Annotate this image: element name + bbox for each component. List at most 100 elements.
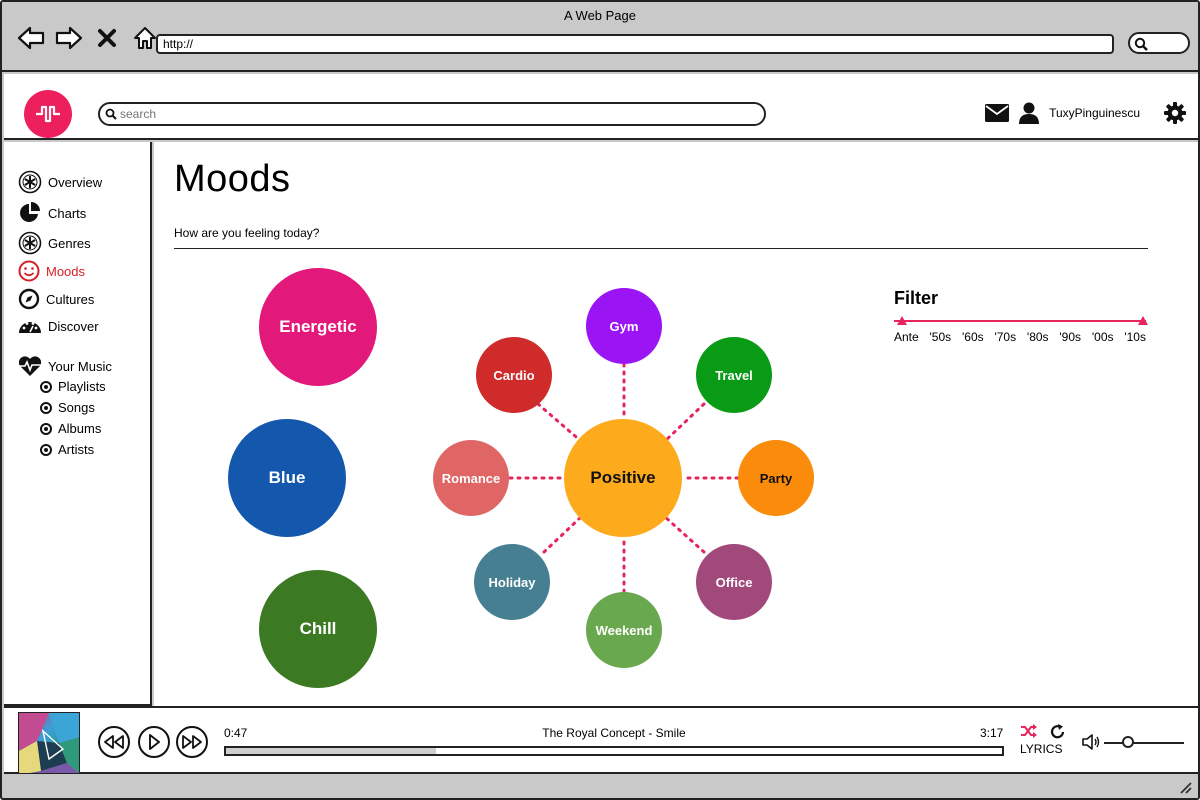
- resize-grip-icon[interactable]: [1178, 780, 1192, 794]
- back-arrow-icon[interactable]: [16, 24, 46, 52]
- decade-label: '50s: [929, 330, 952, 344]
- decade-label: '60s: [961, 330, 984, 344]
- bullet-icon: [40, 401, 52, 414]
- browser-nav: [16, 24, 160, 52]
- sidebar-subitem-songs[interactable]: Songs: [40, 400, 95, 415]
- volume-slider[interactable]: [1104, 742, 1184, 744]
- sidebar-item-overview[interactable]: Overview: [18, 170, 102, 194]
- rewind-button[interactable]: [98, 726, 130, 758]
- user-icon[interactable]: [1019, 102, 1040, 124]
- mood-label: Travel: [715, 367, 753, 383]
- search-icon: [105, 108, 117, 120]
- mood-bubble-romance[interactable]: Romance: [433, 440, 509, 516]
- connector-holiday: [542, 514, 584, 554]
- mood-bubble-office[interactable]: Office: [696, 544, 772, 620]
- sidebar-subitem-label: Songs: [58, 400, 95, 415]
- connector-travel: [662, 402, 706, 444]
- mood-bubble-holiday[interactable]: Holiday: [474, 544, 550, 620]
- decade-range-slider[interactable]: [894, 320, 1146, 322]
- sidebar-item-label: Overview: [48, 174, 103, 190]
- url-input[interactable]: http://: [156, 34, 1114, 54]
- status-bar: [4, 774, 1198, 798]
- decade-label: '70s: [994, 330, 1017, 344]
- mood-label: Energetic: [279, 317, 357, 336]
- browser-title: A Web Page: [563, 8, 637, 23]
- sidebar-subitem-playlists[interactable]: Playlists: [40, 379, 106, 394]
- app-header: TuxyPinguinescu: [4, 74, 1198, 140]
- mail-icon[interactable]: [985, 104, 1010, 122]
- mood-label: Chill: [299, 619, 337, 638]
- sidebar-item-cultures[interactable]: Cultures: [18, 288, 94, 310]
- smiley-icon: [18, 260, 40, 282]
- gear-icon[interactable]: [1164, 102, 1186, 124]
- play-button[interactable]: [138, 726, 170, 758]
- track-title: The Royal Concept - Smile: [542, 726, 686, 740]
- forward-arrow-icon[interactable]: [54, 24, 84, 52]
- search-bar[interactable]: [98, 102, 766, 126]
- sidebar-item-moods[interactable]: Moods: [18, 260, 85, 282]
- mood-bubble-gym[interactable]: Gym: [586, 288, 662, 364]
- home-icon[interactable]: [130, 24, 160, 52]
- mood-bubble-chill[interactable]: Chill: [259, 570, 377, 688]
- range-handle-start[interactable]: [897, 316, 907, 325]
- sidebar-item-charts[interactable]: Charts: [18, 201, 86, 225]
- current-time: 0:47: [224, 726, 248, 740]
- header-actions: TuxyPinguinescu: [985, 102, 1186, 124]
- divider: [174, 248, 1148, 249]
- lyrics-button[interactable]: LYRICS: [1020, 742, 1063, 756]
- sidebar: Overview Charts Genres Moods Cultures Di…: [4, 142, 152, 706]
- mood-label: Romance: [441, 470, 501, 486]
- sidebar-item-discover[interactable]: Discover: [18, 315, 99, 337]
- mood-bubble-travel[interactable]: Travel: [696, 337, 772, 413]
- sidebar-item-your-music[interactable]: Your Music: [18, 355, 112, 377]
- mood-bubble-positive[interactable]: Positive: [564, 419, 682, 537]
- search-input[interactable]: [120, 106, 740, 122]
- shuffle-icon[interactable]: [1020, 724, 1038, 738]
- filter-title: Filter: [894, 288, 939, 308]
- compass-icon: [18, 288, 40, 310]
- music-player: 0:47 The Royal Concept - Smile 3:17 LYRI…: [4, 706, 1198, 774]
- mood-label: Party: [759, 470, 793, 486]
- mood-label: Weekend: [595, 622, 653, 638]
- sidebar-subitem-label: Playlists: [58, 379, 106, 394]
- sidebar-subitem-artists[interactable]: Artists: [40, 442, 94, 457]
- mood-label: Positive: [590, 468, 656, 487]
- sidebar-item-label: Genres: [48, 235, 91, 251]
- decade-label: Ante: [894, 330, 919, 344]
- album-art[interactable]: [18, 712, 80, 774]
- sidebar-subitem-label: Albums: [58, 421, 102, 436]
- mood-label: Holiday: [488, 574, 536, 590]
- mood-bubble-blue[interactable]: Blue: [228, 419, 346, 537]
- app-logo[interactable]: [24, 90, 72, 138]
- stop-x-icon[interactable]: [92, 24, 122, 52]
- heartbeat-icon: [18, 356, 42, 376]
- page-title: Moods: [174, 158, 291, 200]
- sidebar-item-genres[interactable]: Genres: [18, 231, 91, 255]
- sidebar-item-label: Your Music: [48, 358, 112, 374]
- repeat-icon[interactable]: [1050, 724, 1066, 740]
- mood-label: Office: [715, 574, 753, 590]
- pie-chart-icon: [20, 202, 40, 222]
- fast-forward-icon: [182, 735, 202, 749]
- username-label[interactable]: TuxyPinguinescu: [1049, 106, 1140, 120]
- mood-bubble-cardio[interactable]: Cardio: [476, 337, 552, 413]
- mood-label: Blue: [268, 468, 306, 487]
- range-handle-end[interactable]: [1138, 316, 1148, 325]
- volume-icon[interactable]: [1082, 734, 1100, 750]
- play-icon: [149, 734, 160, 750]
- mood-bubble-party[interactable]: Party: [738, 440, 814, 516]
- mood-bubble-weekend[interactable]: Weekend: [586, 592, 662, 668]
- progress-bar[interactable]: [224, 746, 1004, 756]
- page-subtitle: How are you feeling today?: [174, 226, 320, 240]
- sidebar-item-label: Charts: [48, 205, 87, 221]
- rewind-icon: [104, 735, 124, 749]
- browser-toolbar: A Web Page http://: [2, 2, 1198, 72]
- mood-bubble-energetic[interactable]: Energetic: [259, 268, 377, 386]
- sidebar-subitem-albums[interactable]: Albums: [40, 421, 101, 436]
- volume-knob[interactable]: [1122, 736, 1134, 748]
- fast-forward-button[interactable]: [176, 726, 208, 758]
- browser-search-field[interactable]: [1128, 32, 1190, 54]
- bullet-icon: [40, 380, 52, 393]
- total-time: 3:17: [980, 726, 1004, 740]
